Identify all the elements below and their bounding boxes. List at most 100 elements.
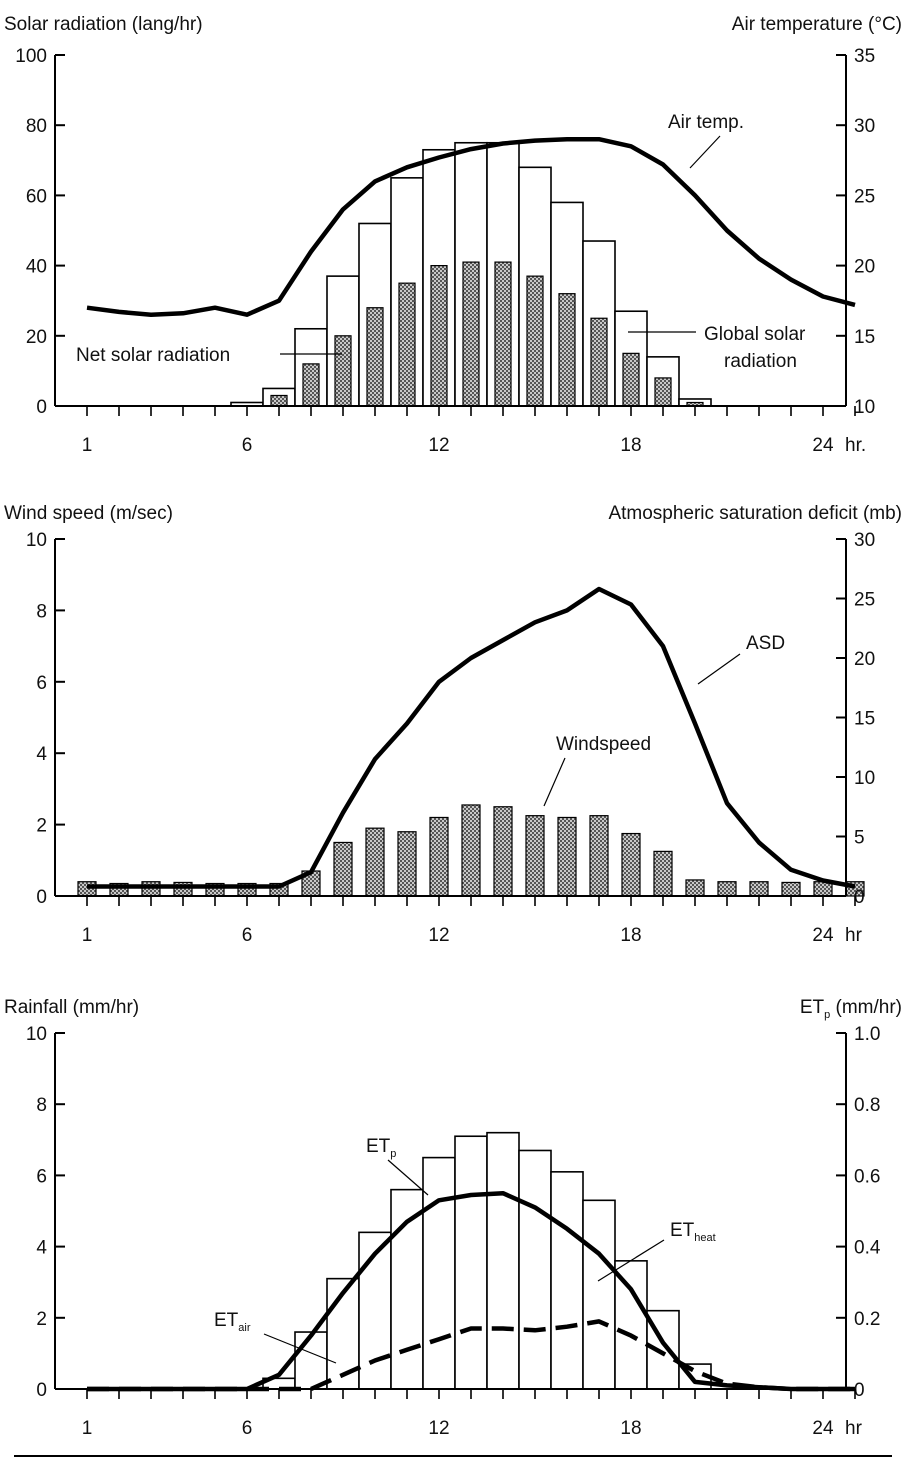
net-solar-bar bbox=[398, 282, 416, 407]
panel2-right-tick-label: 0 bbox=[854, 887, 865, 908]
panel1-x-tick-label: 18 bbox=[620, 435, 641, 456]
net-solar-bar bbox=[654, 377, 672, 407]
panel1-right-tick-label: 20 bbox=[854, 257, 875, 278]
panel1-x-tick-label: 12 bbox=[428, 435, 449, 456]
etheat-leader bbox=[597, 1239, 665, 1282]
windspeed-bar bbox=[717, 881, 737, 897]
panel1-right-tick-label: 10 bbox=[854, 397, 875, 418]
rainfall-bar bbox=[582, 1199, 616, 1390]
etair-annotation: ETair bbox=[214, 1310, 251, 1334]
panel2-x-tick-label: 1 bbox=[82, 925, 93, 946]
panel3-x-tick-label: 6 bbox=[242, 1418, 253, 1439]
windspeed-bar bbox=[429, 816, 449, 897]
panel1-left-tick-label: 80 bbox=[26, 116, 47, 137]
asd-line bbox=[87, 586, 856, 889]
rainfall-bar bbox=[550, 1171, 584, 1390]
windspeed-bar bbox=[557, 816, 577, 897]
panel2-bars bbox=[77, 804, 865, 897]
etp-annotation: ETp bbox=[366, 1136, 396, 1160]
windspeed-bar bbox=[365, 827, 385, 897]
net-solar-bar bbox=[430, 265, 448, 407]
panel2-left-tick-label: 0 bbox=[36, 887, 47, 908]
windspeed-bar bbox=[333, 841, 353, 897]
net-solar-bar bbox=[590, 317, 608, 407]
panel3-x-tick-label: 1 bbox=[82, 1418, 93, 1439]
air-temp-line bbox=[86, 136, 856, 317]
panel3-right-tick-label: 0.8 bbox=[854, 1095, 880, 1116]
panel1-right-tick-label: 25 bbox=[854, 186, 875, 207]
panel2-right-tick-label: 10 bbox=[854, 768, 875, 789]
panel3-right-tick-label: 0.6 bbox=[854, 1166, 880, 1187]
panel3-left-tick-label: 8 bbox=[36, 1095, 47, 1116]
panel3-x-tick-label: 18 bbox=[620, 1418, 641, 1439]
panel3-right-axis-title-unit: (mm/hr) bbox=[830, 997, 902, 1018]
panel2-right-tick-label: 5 bbox=[854, 828, 865, 849]
panel2-left-tick-label: 6 bbox=[36, 673, 47, 694]
rainfall-bar bbox=[518, 1149, 552, 1390]
panel3-right-tick-label: 0 bbox=[854, 1380, 865, 1401]
net-solar-bar bbox=[462, 261, 480, 407]
panel3-bars bbox=[262, 1131, 712, 1390]
panel3-right-axis-title: ETp (mm/hr) bbox=[800, 997, 902, 1021]
panel1-x-tick-label: 1 bbox=[82, 435, 93, 456]
rainfall-bar bbox=[454, 1135, 488, 1390]
net-solar-annotation: Net solar radiation bbox=[76, 345, 230, 366]
asd-leader bbox=[697, 653, 741, 685]
windspeed-bar bbox=[461, 804, 481, 897]
panel1-right-tick-label: 15 bbox=[854, 327, 875, 348]
panel1-left-tick-label: 20 bbox=[26, 327, 47, 348]
panel2-right-axis-title: Atmospheric saturation deficit (mb) bbox=[608, 503, 902, 524]
panel1-bars bbox=[230, 141, 712, 407]
etair-annotation-main: ET bbox=[214, 1310, 239, 1331]
panel3-right-axis-title-sub: p bbox=[824, 1009, 830, 1021]
panel3-right-axis-title-main: ET bbox=[800, 997, 825, 1018]
panel2-right-tick-label: 20 bbox=[854, 649, 875, 670]
windspeed-bar bbox=[653, 850, 673, 897]
asd-annotation: ASD bbox=[746, 633, 785, 654]
panel1-x-unit-label: hr. bbox=[845, 435, 866, 456]
windspeed-bar bbox=[493, 806, 513, 897]
etp-annotation-main: ET bbox=[366, 1136, 391, 1157]
panel2-x-tick-label: 18 bbox=[620, 925, 641, 946]
panel2-x-tick-label: 12 bbox=[428, 925, 449, 946]
panel2-right-tick-label: 25 bbox=[854, 590, 875, 611]
panel3-x-unit-label: hr bbox=[845, 1418, 863, 1439]
net-solar-bar bbox=[494, 261, 512, 407]
windspeed-bar bbox=[621, 832, 641, 897]
panel1-left-axis-title: Solar radiation (lang/hr) bbox=[4, 14, 203, 35]
panel1-left-tick-label: 100 bbox=[15, 46, 47, 67]
panel1-x-tick-label: 6 bbox=[242, 435, 253, 456]
panel-rainfall-et: Rainfall (mm/hr) ETp (mm/hr) 024681000.2… bbox=[4, 997, 902, 1439]
panel1-left-tick-label: 60 bbox=[26, 186, 47, 207]
windspeed-leader bbox=[543, 757, 566, 807]
panel2-right-tick-label: 30 bbox=[854, 530, 875, 551]
panel1-left-tick-label: 0 bbox=[36, 397, 47, 418]
windspeed-annotation: Windspeed bbox=[556, 734, 651, 755]
rainfall-bar bbox=[486, 1131, 520, 1390]
panel2-x-unit-label: hr bbox=[845, 925, 863, 946]
net-solar-bar bbox=[302, 363, 320, 407]
panel1-right-tick-label: 35 bbox=[854, 46, 875, 67]
panel3-left-tick-label: 0 bbox=[36, 1380, 47, 1401]
rainfall-bar bbox=[326, 1277, 360, 1390]
windspeed-bar bbox=[525, 815, 545, 897]
etair-leader bbox=[263, 1333, 337, 1364]
global-solar-annotation-2: radiation bbox=[724, 351, 797, 372]
panel3-x-tick-label: 24 bbox=[812, 1418, 834, 1439]
panel1-right-tick-label: 30 bbox=[854, 116, 875, 137]
panel3-right-tick-label: 1.0 bbox=[854, 1024, 880, 1045]
panel3-x-tick-label: 12 bbox=[428, 1418, 449, 1439]
panel3-left-tick-label: 4 bbox=[36, 1238, 47, 1259]
etheat-annotation-main: ET bbox=[670, 1220, 695, 1241]
panel2-left-tick-label: 4 bbox=[36, 744, 47, 765]
panel1-right-axis-title: Air temperature (°C) bbox=[732, 14, 902, 35]
panel3-right-tick-label: 0.2 bbox=[854, 1309, 880, 1330]
panel2-left-tick-label: 2 bbox=[36, 816, 47, 837]
net-solar-bar bbox=[366, 307, 384, 407]
panel2-left-tick-label: 10 bbox=[26, 530, 47, 551]
panel2-x-tick-label: 6 bbox=[242, 925, 253, 946]
etheat-annotation-sub: heat bbox=[694, 1232, 715, 1244]
